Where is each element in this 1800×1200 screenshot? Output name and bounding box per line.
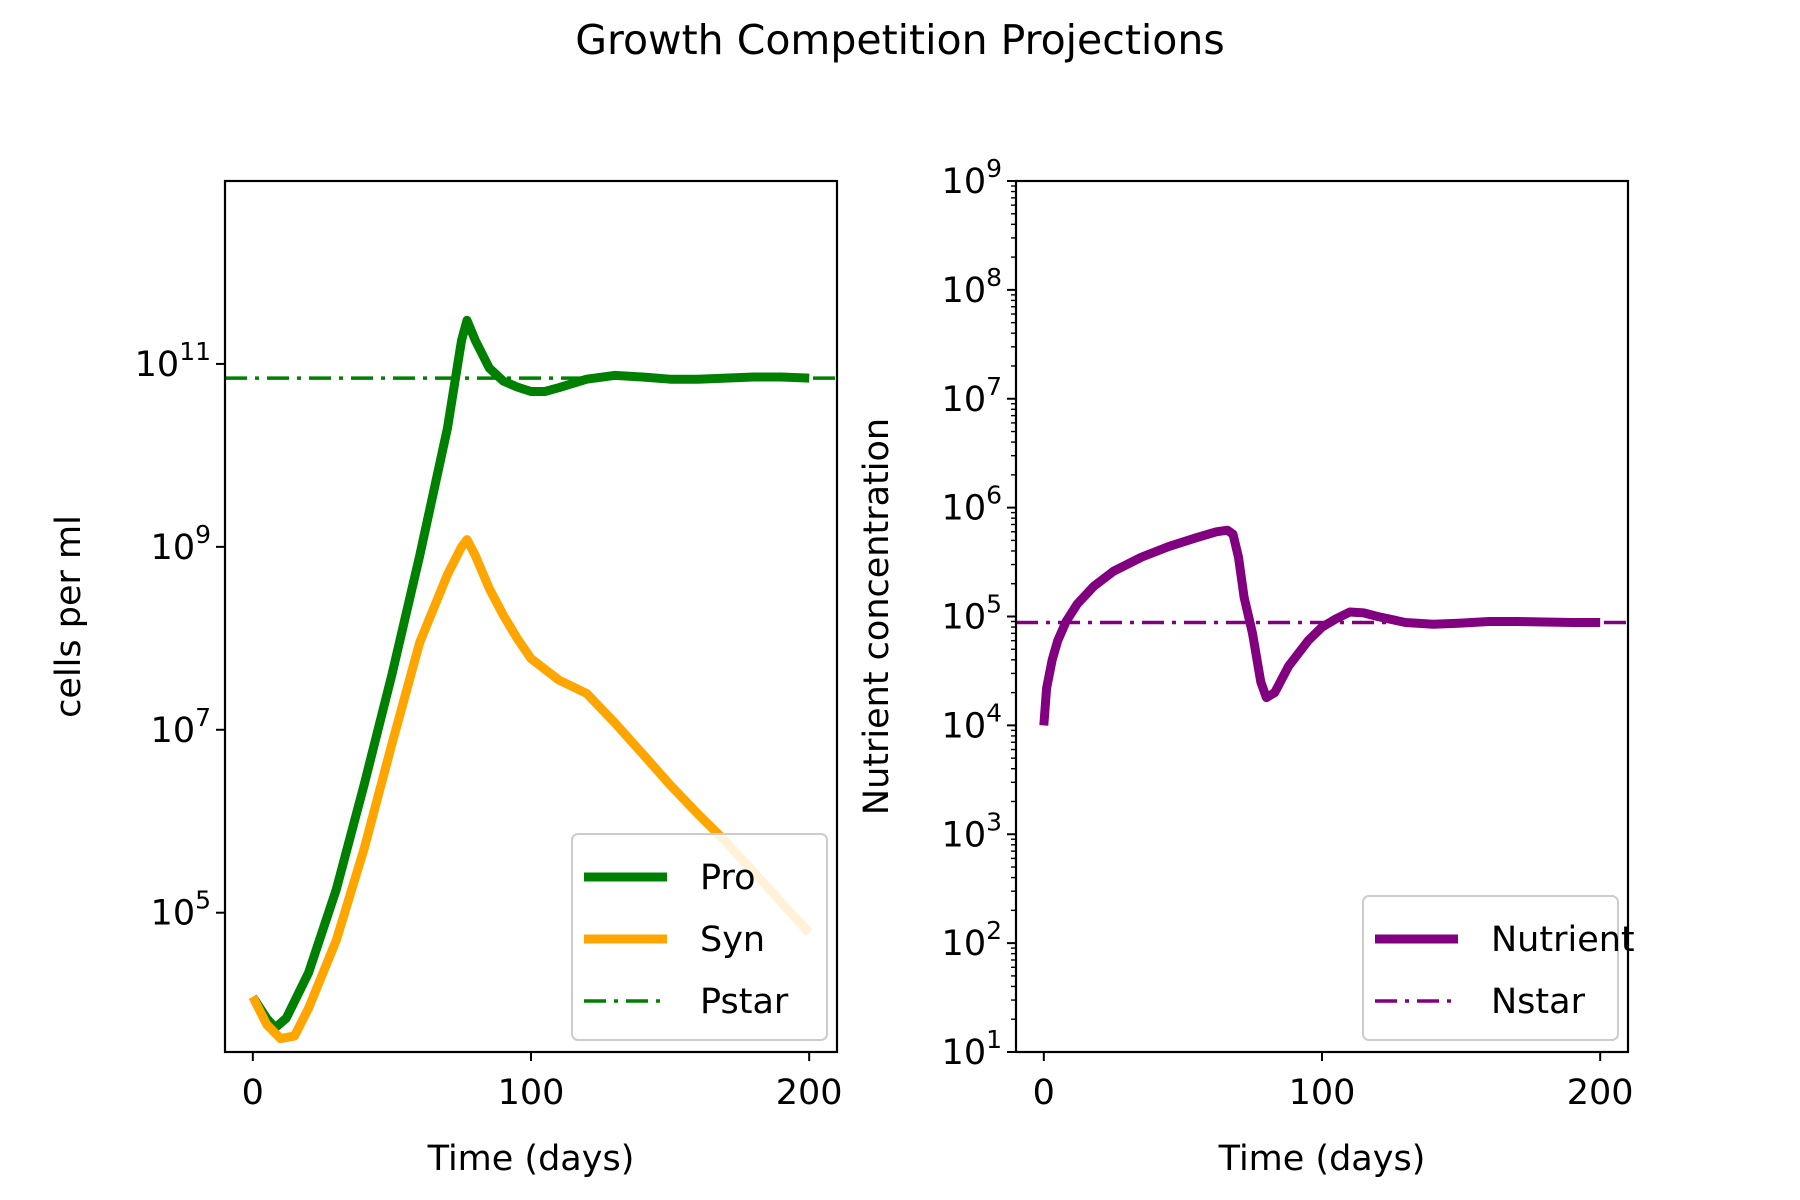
figure-title: Growth Competition Projections [575,16,1225,64]
x-tick-label: 100 [498,1073,565,1113]
y-tick-label: 106 [942,481,1002,529]
series-group [225,315,837,1044]
y-tick-label: 107 [151,703,211,751]
series-group [1016,525,1628,726]
legend: Pro Syn Pstar [571,833,828,1041]
series-line-syn [248,535,813,1044]
legend-label-syn: Syn [700,920,765,960]
x-axis-label: Time (days) [1218,1139,1426,1179]
y-tick-label: 105 [942,590,1002,638]
y-tick-label: 101 [942,1025,1002,1073]
x-tick-label: 100 [1289,1073,1356,1113]
y-axis-label: Nutrient concentration [857,418,897,815]
legend-label-pro: Pro [700,858,756,898]
panel-cells-per-ml: 0 100 200 105 107 109 1011 Time (days) cells per… [49,179,843,1179]
x-tick-label: 0 [1033,1073,1055,1113]
x-tick-label: 200 [1567,1073,1634,1113]
legend-label-nutrient: Nutrient [1491,920,1635,960]
y-tick-label: 109 [942,154,1002,202]
x-tick-label: 200 [776,1073,843,1113]
legend-box [571,833,828,1041]
y-tick-label: 103 [942,807,1002,855]
y-tick-label: 108 [942,263,1002,311]
y-tick-label: 104 [942,698,1002,746]
x-tick-label: 0 [242,1073,264,1113]
panel-nutrient-concentration: 0 100 200 101 102 103 104 105 106 107 108 109 Time (… [857,154,1635,1179]
y-tick-label: 102 [942,916,1002,964]
series-line-pro [249,315,810,1033]
legend-box [1362,895,1619,1041]
y-tick-label: 109 [151,520,211,568]
y-tick-label: 107 [942,372,1002,420]
y-tick-label: 105 [151,886,211,934]
series-line-nutrient [1039,525,1601,726]
legend: Nutrient Nstar [1362,895,1635,1041]
legend-label-nstar: Nstar [1491,982,1586,1022]
legend-label-pstar: Pstar [700,982,789,1022]
x-axis-label: Time (days) [427,1139,635,1179]
y-tick-label: 1011 [135,337,211,385]
y-axis-label: cells per ml [49,515,89,718]
